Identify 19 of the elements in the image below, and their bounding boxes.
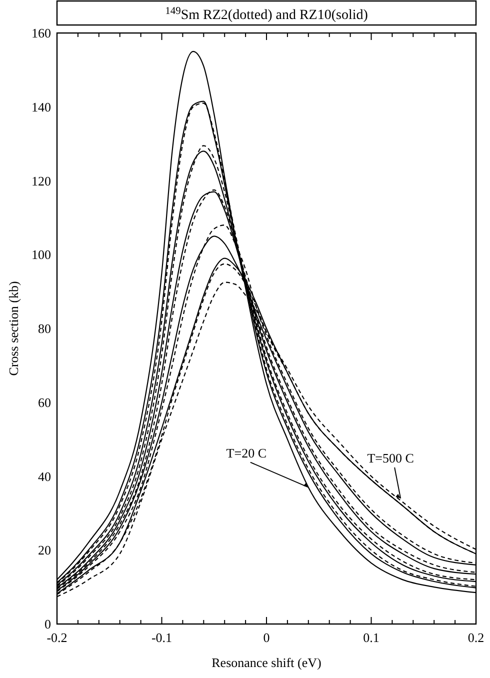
annotation: T=500 C <box>367 450 414 466</box>
y-tick-label: 140 <box>32 99 51 114</box>
x-tick-label: 0.2 <box>468 630 484 645</box>
x-axis-title: Resonance shift (eV) <box>212 655 322 670</box>
annotation: T=20 C <box>226 445 266 460</box>
chart-title: $^{149}$Sm RZ2(dotted) and RZ10(solid) <box>165 6 368 23</box>
y-tick-label: 20 <box>38 542 51 558</box>
y-axis-title: Cross section (kb) <box>6 281 21 376</box>
y-tick-label: 100 <box>32 247 51 262</box>
y-tick-label: 120 <box>32 173 51 188</box>
x-tick-label: -0.1 <box>151 630 172 645</box>
y-tick-label: 40 <box>38 468 51 484</box>
y-tick-label: 160 <box>32 26 51 40</box>
y-tick-label: 80 <box>38 321 51 336</box>
x-tick-label: -0.2 <box>46 630 68 645</box>
x-tick-label: 0.1 <box>363 630 380 645</box>
x-tick-label: 0 <box>263 630 270 645</box>
y-tick-label: 0 <box>44 616 51 632</box>
y-tick-label: 60 <box>38 394 51 410</box>
